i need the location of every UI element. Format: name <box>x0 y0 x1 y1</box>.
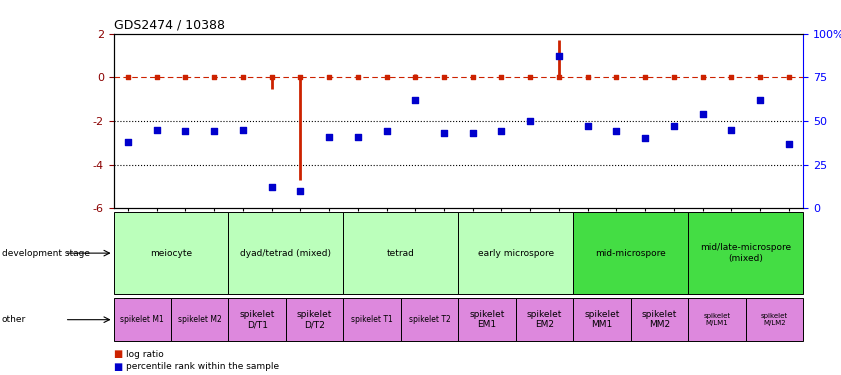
Point <box>178 128 192 134</box>
Point <box>236 127 250 133</box>
Point <box>150 74 163 80</box>
Point <box>466 130 479 136</box>
Point <box>236 74 250 80</box>
Point <box>380 128 394 134</box>
Text: tetrad: tetrad <box>387 249 415 258</box>
Bar <box>171 298 229 341</box>
Text: dyad/tetrad (mixed): dyad/tetrad (mixed) <box>241 249 331 258</box>
Point <box>351 74 364 80</box>
Text: spikelet
EM1: spikelet EM1 <box>469 310 505 329</box>
Point <box>782 141 796 147</box>
Bar <box>114 298 171 341</box>
Point <box>696 111 709 117</box>
Point <box>725 74 738 80</box>
Text: spikelet M1: spikelet M1 <box>120 315 164 324</box>
Point <box>696 74 709 80</box>
Point <box>437 74 451 80</box>
Point <box>208 74 221 80</box>
Text: mid/late-microspore
(mixed): mid/late-microspore (mixed) <box>700 243 791 263</box>
Point <box>754 74 767 80</box>
Bar <box>516 298 574 341</box>
Bar <box>229 298 286 341</box>
Text: other: other <box>2 315 26 324</box>
Point <box>294 74 307 80</box>
Text: spikelet
M/LM1: spikelet M/LM1 <box>703 313 731 326</box>
Point <box>638 74 652 80</box>
Point <box>667 74 680 80</box>
Point <box>265 74 278 80</box>
Bar <box>574 298 631 341</box>
Bar <box>574 212 688 294</box>
Text: development stage: development stage <box>2 249 90 258</box>
Point <box>581 74 595 80</box>
Point <box>523 118 537 124</box>
Point <box>466 74 479 80</box>
Text: spikelet
MM2: spikelet MM2 <box>642 310 677 329</box>
Point <box>610 128 623 134</box>
Bar <box>631 298 688 341</box>
Point <box>322 74 336 80</box>
Point <box>495 74 508 80</box>
Point <box>523 74 537 80</box>
Point <box>495 128 508 134</box>
Bar <box>114 212 229 294</box>
Text: spikelet
D/T2: spikelet D/T2 <box>297 310 332 329</box>
Text: meiocyte: meiocyte <box>150 249 192 258</box>
Point <box>667 123 680 129</box>
Point <box>380 74 394 80</box>
Point <box>178 74 192 80</box>
Text: spikelet
MM1: spikelet MM1 <box>584 310 620 329</box>
Text: ■: ■ <box>114 362 123 372</box>
Bar <box>746 298 803 341</box>
Point <box>437 130 451 136</box>
Bar <box>688 298 746 341</box>
Text: spikelet
M/LM2: spikelet M/LM2 <box>761 313 788 326</box>
Point <box>208 128 221 134</box>
Text: mid-microspore: mid-microspore <box>595 249 666 258</box>
Point <box>610 74 623 80</box>
Point <box>553 74 566 80</box>
Text: early microspore: early microspore <box>478 249 554 258</box>
Text: spikelet
D/T1: spikelet D/T1 <box>240 310 275 329</box>
Text: GDS2474 / 10388: GDS2474 / 10388 <box>114 18 225 31</box>
Point <box>638 135 652 141</box>
Text: ■: ■ <box>114 350 123 359</box>
Point <box>754 97 767 103</box>
Point <box>409 74 422 80</box>
Point <box>121 74 135 80</box>
Point <box>409 97 422 103</box>
Text: spikelet T1: spikelet T1 <box>352 315 393 324</box>
Point <box>294 188 307 194</box>
Point <box>581 123 595 129</box>
Bar <box>458 212 574 294</box>
Point <box>782 74 796 80</box>
Bar <box>286 298 343 341</box>
Point <box>725 127 738 133</box>
Text: spikelet M2: spikelet M2 <box>177 315 222 324</box>
Bar <box>343 212 458 294</box>
Point <box>322 134 336 140</box>
Bar <box>401 298 458 341</box>
Bar <box>229 212 343 294</box>
Point <box>121 139 135 145</box>
Point <box>553 53 566 59</box>
Text: log ratio: log ratio <box>126 350 164 359</box>
Bar <box>343 298 401 341</box>
Bar <box>688 212 803 294</box>
Bar <box>458 298 516 341</box>
Point <box>351 134 364 140</box>
Point <box>265 184 278 190</box>
Point <box>150 127 163 133</box>
Text: spikelet
EM2: spikelet EM2 <box>526 310 563 329</box>
Text: spikelet T2: spikelet T2 <box>409 315 451 324</box>
Text: percentile rank within the sample: percentile rank within the sample <box>126 362 279 371</box>
